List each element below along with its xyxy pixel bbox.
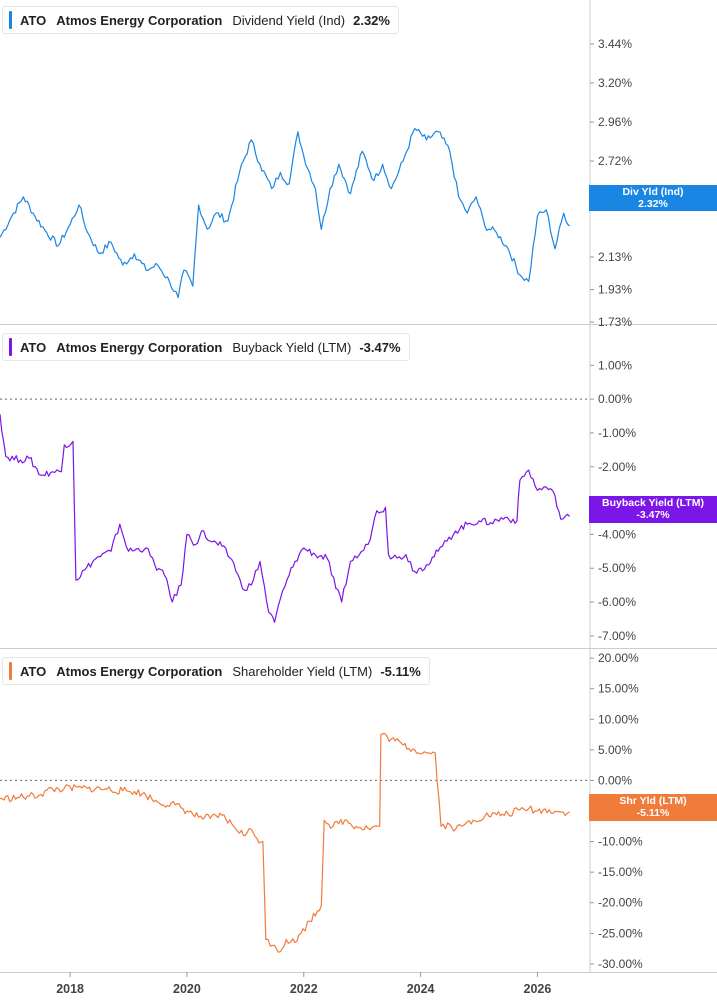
y-tick-label: -2.00% [598,460,636,474]
badge-label: Buyback Yield (LTM) [602,497,704,509]
legend-value: 2.32% [353,12,390,28]
legend-company: Atmos Energy Corporation [56,12,223,28]
legend-ticker: ATO [20,339,47,355]
y-tick-label: 1.00% [598,358,632,372]
shareholder-legend[interactable]: ATO Atmos Energy Corporation Shareholder… [2,657,430,685]
badge-value: -5.11% [636,807,670,819]
y-tick-label: 1.93% [598,282,632,296]
y-tick-label: 2.13% [598,250,632,264]
dividend-series-marker [9,11,12,29]
buyback-legend[interactable]: ATO Atmos Energy Corporation Buyback Yie… [2,333,410,361]
y-tick-label: -1.00% [598,426,636,440]
dividend-value-badge: Div Yld (Ind) 2.32% [589,185,717,211]
legend-metric: Dividend Yield (Ind) [232,12,346,28]
badge-value: -3.47% [636,509,670,521]
y-tick-label: -6.00% [598,595,636,609]
y-tick-label: -10.00% [598,835,643,849]
y-tick-label: 10.00% [598,712,639,726]
y-tick-label: -4.00% [598,527,636,541]
y-tick-label: 0.00% [598,773,632,787]
y-tick-label: 1.73% [598,315,632,329]
shareholder-value-badge: Shr Yld (LTM) -5.11% [589,794,717,821]
x-tick-label: 2024 [407,982,435,996]
legend-value: -3.47% [359,339,401,355]
y-tick-label: 0.00% [598,392,632,406]
shareholder-series-line [0,732,570,953]
x-tick-label: 2020 [173,982,201,996]
shareholder-series-marker [9,662,12,680]
legend-ticker: ATO [20,12,47,28]
y-tick-label: 2.96% [598,115,632,129]
buyback-series-line [0,414,571,623]
x-tick-label: 2022 [290,982,318,996]
y-tick-label: -20.00% [598,896,643,910]
badge-label: Div Yld (Ind) [622,186,684,198]
x-tick-label: 2018 [56,982,84,996]
legend-value: -5.11% [380,663,421,679]
y-tick-label: 2.72% [598,154,632,168]
y-tick-label: 3.20% [598,76,632,90]
legend-metric: Buyback Yield (LTM) [232,339,352,355]
y-tick-label: -25.00% [598,926,643,940]
y-tick-label: 15.00% [598,682,639,696]
y-tick-label: -5.00% [598,561,636,575]
y-tick-label: 20.00% [598,651,639,665]
legend-ticker: ATO [20,663,47,679]
buyback-series-marker [9,338,12,356]
legend-metric: Shareholder Yield (LTM) [232,663,373,679]
y-tick-label: 3.44% [598,37,632,51]
badge-value: 2.32% [638,198,668,210]
legend-company: Atmos Energy Corporation [56,339,223,355]
x-tick-label: 2026 [524,982,552,996]
badge-label: Shr Yld (LTM) [619,795,687,807]
dividend-series-line [0,127,571,299]
y-tick-label: -7.00% [598,629,636,643]
dividend-legend[interactable]: ATO Atmos Energy Corporation Dividend Yi… [2,6,399,34]
y-tick-label: -15.00% [598,865,643,879]
legend-company: Atmos Energy Corporation [56,663,223,679]
y-tick-label: 5.00% [598,743,632,757]
y-tick-label: -30.00% [598,957,643,971]
buyback-value-badge: Buyback Yield (LTM) -3.47% [589,496,717,523]
